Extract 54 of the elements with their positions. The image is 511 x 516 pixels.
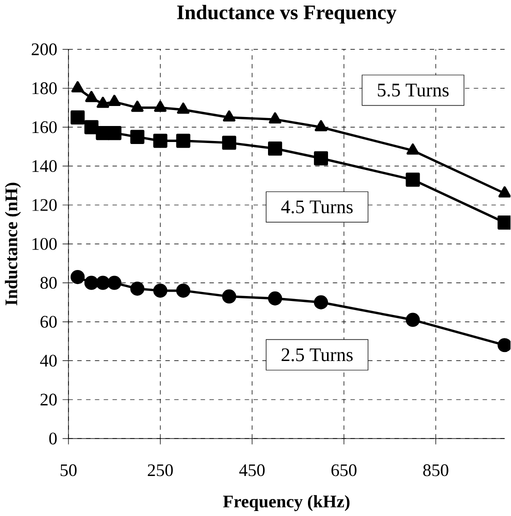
point: [268, 142, 282, 156]
point: [84, 120, 99, 134]
y-tick-label: 180: [32, 82, 57, 94]
point: [406, 143, 420, 155]
y-tick-label: 120: [32, 199, 57, 211]
point: [70, 270, 85, 284]
text: 5.5 Turns: [378, 84, 449, 97]
point: [154, 100, 167, 112]
point: [108, 276, 122, 290]
point: [176, 134, 191, 148]
x-tick-label: 50: [60, 464, 77, 476]
point: [72, 81, 84, 92]
point: [222, 289, 236, 304]
point: [406, 312, 420, 327]
y-tick-label: 160: [32, 121, 57, 134]
point: [108, 94, 121, 106]
point: [130, 130, 145, 144]
y-tick-label: 140: [32, 160, 57, 172]
y-tick-label: 0: [49, 432, 57, 444]
y-tick-label: 200: [32, 43, 57, 56]
y-tick-label: 60: [40, 316, 57, 328]
series-label: 4.5 Turns: [281, 200, 353, 214]
point: [131, 100, 144, 112]
x-axis-title: Frequency (kHz): [223, 495, 350, 512]
point: [177, 102, 190, 114]
point: [130, 282, 145, 296]
point: [223, 110, 236, 122]
x-tick-label: 850: [423, 464, 449, 476]
point: [84, 276, 99, 290]
point: [314, 151, 328, 166]
y-axis-title: Inductance (nH): [5, 182, 22, 306]
y-tick-label: 40: [40, 354, 57, 367]
point: [222, 136, 236, 150]
point: [314, 295, 328, 310]
point: [153, 134, 168, 148]
point: [314, 120, 328, 132]
x-tick-label: 450: [239, 464, 265, 476]
point: [269, 112, 282, 124]
point: [85, 90, 98, 102]
point: [96, 96, 110, 108]
x-tick-label: 650: [332, 464, 357, 476]
point: [96, 276, 110, 290]
text: 2.5 Turns: [282, 348, 353, 362]
chart-title: Inductance vs Frequency: [177, 4, 397, 24]
point: [268, 291, 282, 306]
x-tick-label: 250: [148, 464, 174, 476]
point: [406, 172, 420, 187]
point: [108, 126, 122, 140]
point: [70, 110, 85, 124]
point: [176, 284, 191, 298]
y-tick-label: 80: [40, 276, 57, 289]
y-tick-label: 100: [32, 238, 57, 250]
point: [153, 284, 168, 298]
y-tick-label: 20: [40, 394, 57, 406]
